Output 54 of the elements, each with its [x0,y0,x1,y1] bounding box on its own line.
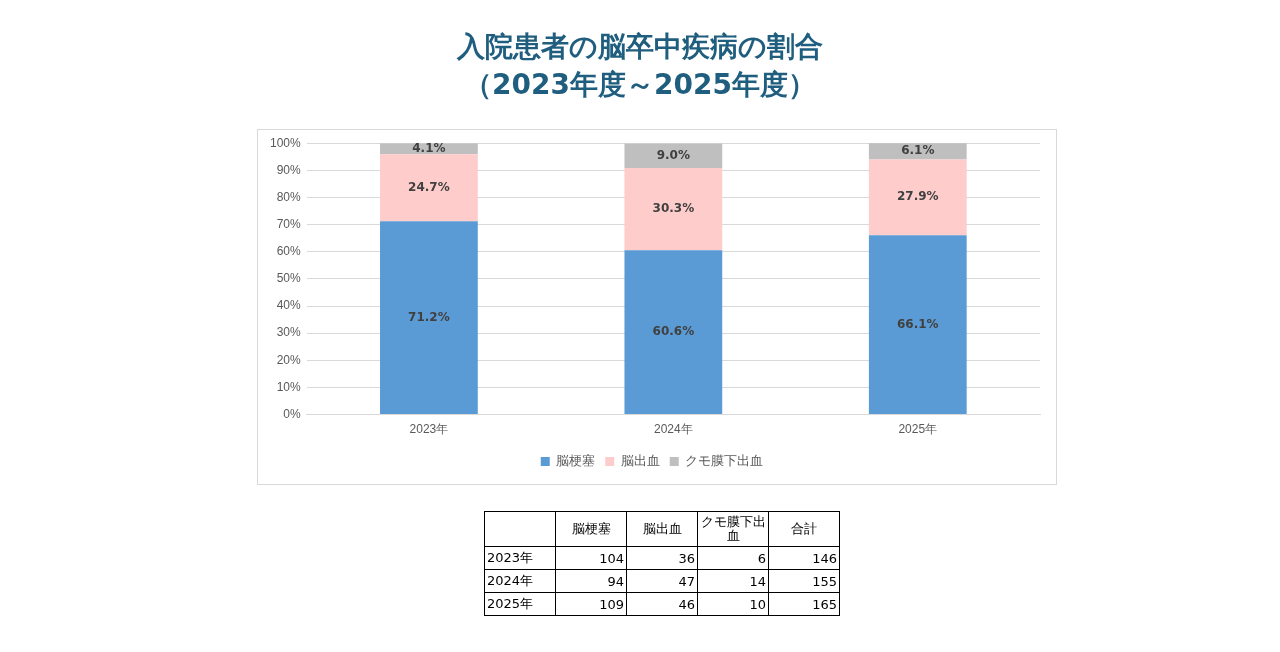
chart-title: 入院患者の脳卒中疾病の割合 [455,29,824,65]
y-tick-label: 2025年 [484,592,556,616]
bar [380,221,478,415]
y-tick-label: 90% [276,162,302,177]
y-tick-label: 60% [276,244,302,259]
bar [624,250,723,415]
x-tick-label: クモ膜下出血 [697,511,769,547]
data-label: 46 [626,592,698,616]
data-label: 27.9% [896,189,939,204]
data-label: 104 [555,546,627,570]
data-label: 109 [555,592,627,616]
data-label: 6 [697,546,769,570]
y-tick-label: 80% [276,189,302,204]
data-label: 146 [768,546,840,570]
data-label: 165 [768,592,840,616]
bar [868,159,967,236]
y-tick-label: 0% [283,406,302,421]
data-label: 14 [697,569,769,593]
y-tick-label: 2024年 [484,569,556,593]
data-label: 60.6% [652,324,695,339]
x-tick-label: 2023年 [409,422,449,437]
data-label: 9.0% [656,147,690,162]
data-label: 10 [697,592,769,616]
data-label: 4.1% [412,140,446,155]
y-tick-label: 50% [276,271,302,286]
bar [868,235,967,415]
data-label: 24.7% [408,179,450,194]
chart-subtitle: （2023年度～2025年度） [463,67,817,103]
bar [624,143,723,168]
x-tick-label: 2024年 [653,422,693,437]
legend-label: 脳梗塞 [556,453,596,469]
y-tick-label: 2023年 [484,546,556,570]
data-label: 66.1% [896,316,939,331]
legend-label: 脳出血 [620,453,660,469]
bar [624,167,723,251]
x-tick-label: 2025年 [898,422,938,437]
data-label: 47 [626,569,698,593]
data-label: 30.3% [652,201,695,216]
bar [380,154,478,222]
x-tick-label: 脳梗塞 [555,511,627,547]
y-tick-label: 100% [269,135,302,150]
y-tick-label: 30% [276,325,302,340]
data-label: 6.1% [901,143,935,158]
data-label: 71.2% [408,309,450,324]
x-tick-label: 脳出血 [626,511,698,547]
legend-label: クモ膜下出血 [685,453,764,469]
y-tick-label: 70% [276,216,302,231]
y-tick-label: 40% [276,298,302,313]
x-tick-label: 合計 [768,511,840,547]
y-tick-label: 10% [276,379,302,394]
data-label: 155 [768,569,840,593]
data-label: 36 [626,546,698,570]
data-label: 94 [555,569,627,593]
y-tick-label: 20% [276,352,302,367]
